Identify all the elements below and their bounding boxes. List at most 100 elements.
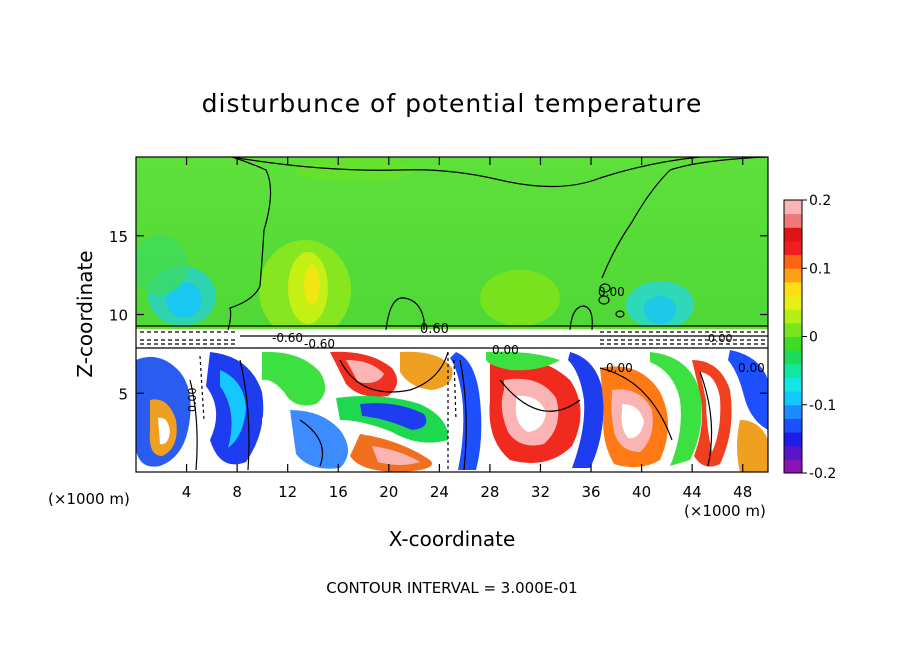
x-tick-label: 16 xyxy=(329,483,348,501)
colorbar-swatch xyxy=(784,240,802,256)
contour-lower-f xyxy=(599,367,673,441)
y-tick-label: 5 xyxy=(118,385,128,403)
contour-interval-note: CONTOUR INTERVAL = 3.000E-01 xyxy=(326,579,577,597)
contour-small-ring-2 xyxy=(598,295,610,305)
colorbar: 0.2 0.1 0 -0.1 -0.2 xyxy=(783,193,836,482)
x-tick-label: 28 xyxy=(480,483,499,501)
contour-bump-b xyxy=(569,305,593,331)
contour-upper-top xyxy=(231,157,701,188)
contour-upper-left xyxy=(227,157,272,331)
contour-dashed-mid xyxy=(199,352,457,470)
contour-label: 0.00 xyxy=(598,285,625,299)
contour-lower-h xyxy=(299,419,324,467)
x-tick-label: 40 xyxy=(632,483,651,501)
x-tick-label: 48 xyxy=(733,483,752,501)
cool-blob-left-core xyxy=(166,282,202,318)
contour-label: 0.60 xyxy=(420,322,449,337)
contour-small-ring-1 xyxy=(599,283,611,293)
colorbar-swatch xyxy=(784,309,802,324)
colorbar-swatch xyxy=(784,363,802,378)
eddy-l-core xyxy=(621,404,644,439)
eddy-b xyxy=(262,351,326,406)
contour-lines xyxy=(136,157,768,471)
colorbar-swatch xyxy=(784,459,802,474)
x-tick-label: 12 xyxy=(278,483,297,501)
eddy-i-core xyxy=(515,395,546,432)
contour-lower-c xyxy=(339,351,449,393)
eddy-f-inner xyxy=(372,446,420,465)
contour-bump-a xyxy=(385,297,425,331)
chart-title: disturbunce of potential temperature xyxy=(202,89,703,118)
y-tick-label: 10 xyxy=(109,307,128,325)
colorbar-tick-label: 0.1 xyxy=(809,261,831,277)
colorbar-swatch xyxy=(784,432,802,447)
contour-label: 0.00 xyxy=(738,361,765,375)
x-tick-label: 20 xyxy=(379,483,398,501)
contour-label: -0.60 xyxy=(272,331,303,345)
eddy-e-inner xyxy=(360,403,427,430)
colorbar-swatch xyxy=(784,268,802,283)
x-tick-label: 44 xyxy=(683,483,702,501)
contour-lower-e xyxy=(499,379,581,412)
eddy-o xyxy=(728,350,768,430)
colorbar-swatch xyxy=(784,213,802,228)
y-axis-label: Z-coordinate xyxy=(73,250,97,377)
eddy-a-inner xyxy=(220,370,246,448)
contour-lower-d xyxy=(459,359,467,471)
eddy-left-core xyxy=(158,417,170,445)
y-tick-label: 15 xyxy=(109,228,128,246)
contour-lower-b xyxy=(239,359,250,471)
warm-blob-center-peak xyxy=(304,265,320,305)
transition-green-strip xyxy=(136,326,768,329)
colorbar-tick-label: 0.2 xyxy=(809,193,831,209)
contour-dashed-right xyxy=(600,331,768,345)
colorbar-swatch xyxy=(784,254,802,269)
x-tick-label: 36 xyxy=(581,483,600,501)
contour-label: 0.00 xyxy=(186,388,199,413)
eddy-j xyxy=(486,351,560,371)
contour-label: -0.60 xyxy=(304,337,335,351)
colorbar-swatch xyxy=(784,227,802,242)
plot-area: 0.60 0.00 0.00 -0.60 0.00 0.00 0.00 -0.6… xyxy=(136,157,768,472)
colorbar-swatch xyxy=(784,281,802,297)
colorbar-tick-label: -0.2 xyxy=(809,466,836,482)
colorbar-swatch xyxy=(784,391,802,406)
contour-label: 0.00 xyxy=(708,332,733,345)
eddy-p xyxy=(737,420,768,472)
eddy-g xyxy=(400,351,453,390)
transition-band xyxy=(136,326,768,350)
colorbar-swatch xyxy=(784,322,802,337)
colorbar-swatch xyxy=(784,336,802,351)
colorbar-swatch xyxy=(784,445,802,460)
cool-blob-left-outer xyxy=(136,235,188,295)
colorbar-swatch xyxy=(784,200,802,215)
contour-lower-g xyxy=(699,371,713,467)
x-axis-label: X-coordinate xyxy=(389,527,516,551)
x-tick-label: 4 xyxy=(182,483,192,501)
contour-upper-right xyxy=(601,157,767,279)
colorbar-swatch xyxy=(784,350,802,365)
contour-dashed-left xyxy=(140,331,236,345)
contour-small-ring-3 xyxy=(615,310,625,318)
eddy-d-inner xyxy=(346,360,384,383)
x-axis: 4 8 12 16 20 24 28 32 36 40 44 48 xyxy=(182,157,752,501)
colorbar-tick-label: 0 xyxy=(809,330,818,346)
eddy-m xyxy=(650,352,702,466)
x-tick-label: 32 xyxy=(531,483,550,501)
x-unit-left: (×1000 m) xyxy=(48,490,130,508)
x-tick-label: 8 xyxy=(232,483,242,501)
x-unit-right: (×1000 m) xyxy=(684,502,766,520)
colorbar-swatch xyxy=(784,418,802,433)
eddy-k xyxy=(568,352,604,468)
colorbar-swatch xyxy=(784,377,802,392)
warm-blob-mid xyxy=(480,270,560,326)
colorbar-swatch xyxy=(784,295,802,310)
contour-label: 0.00 xyxy=(606,361,633,375)
y-axis: 5 10 15 xyxy=(109,228,768,403)
contour-label-group: 0.60 0.00 0.00 -0.60 0.00 0.00 0.00 -0.6… xyxy=(186,285,765,412)
x-tick-label: 24 xyxy=(430,483,449,501)
colorbar-tick-label: -0.1 xyxy=(809,398,836,414)
eddy-q xyxy=(260,418,284,466)
contour-label: 0.00 xyxy=(492,343,519,357)
